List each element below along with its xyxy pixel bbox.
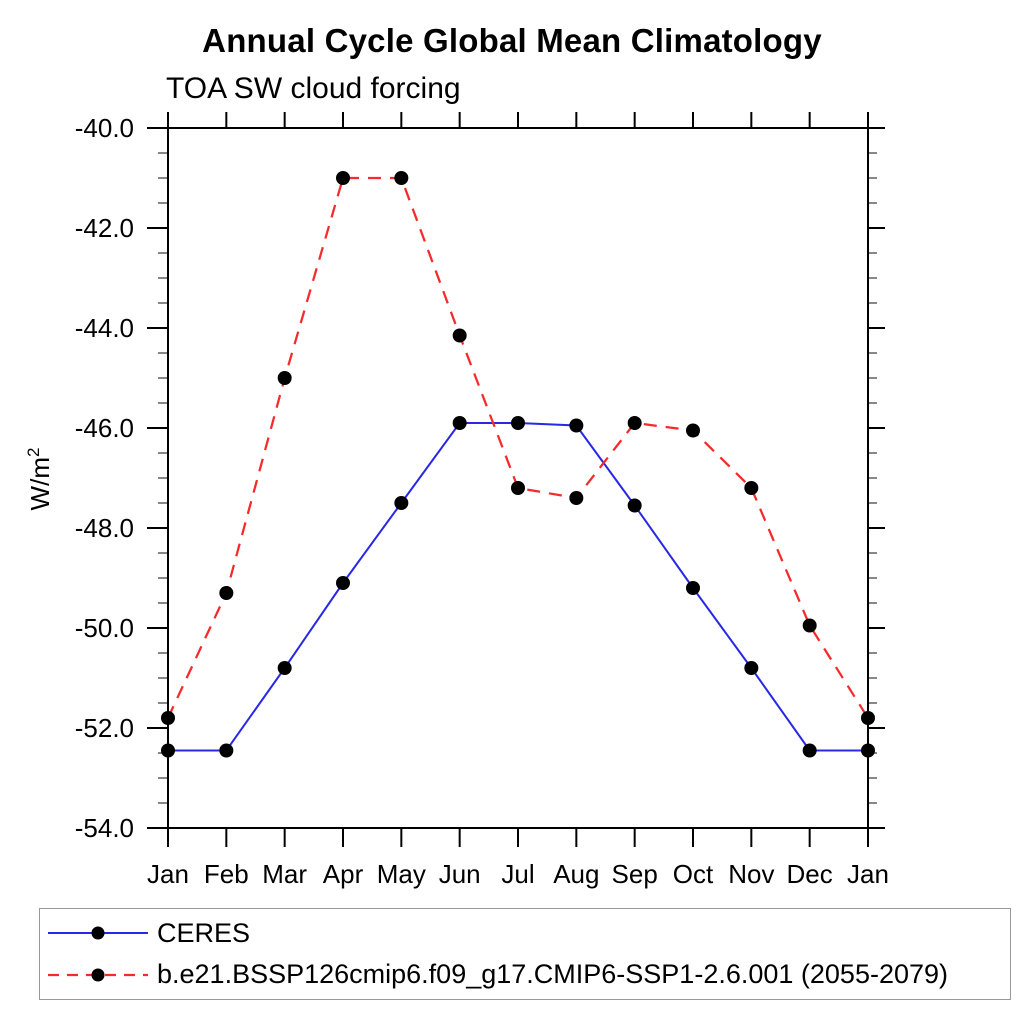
plot-frame — [167, 127, 869, 829]
y-axis-tick-label: -50.0 — [75, 613, 134, 643]
data-point-marker-ceres — [686, 581, 700, 595]
data-point-marker-model — [452, 328, 467, 343]
series-line-model — [166, 176, 869, 719]
legend-item-ceres: CERES — [46, 916, 1010, 950]
x-axis-tick-label: Feb — [204, 859, 249, 889]
x-axis-tick-label: Nov — [728, 859, 774, 889]
data-point-marker-ceres — [861, 743, 875, 758]
data-point-marker-ceres — [744, 661, 759, 675]
chart-title: Annual Cycle Global Mean Climatology — [202, 22, 822, 59]
legend-label-model: b.e21.BSSP126cmip6.f09_g17.CMIP6-SSP1-2.… — [157, 959, 949, 990]
x-axis-tick-label: Mar — [262, 859, 307, 889]
data-point-marker-model — [861, 711, 875, 725]
x-axis-tick-label: Jan — [847, 859, 889, 889]
chart-legend: CERES b.e21.BSSP126cmip6.f09_g17.CMIP6-S… — [39, 908, 1011, 1000]
data-point-marker-model — [627, 416, 642, 430]
y-axis-tick-label: -54.0 — [75, 813, 134, 843]
legend-label-ceres: CERES — [157, 917, 251, 948]
data-point-marker-ceres — [277, 661, 292, 675]
data-point-marker-model — [161, 711, 175, 725]
x-axis-tick-label: Jun — [439, 859, 481, 889]
x-axis-tick-label: Apr — [323, 859, 364, 889]
x-axis-tick-label: Dec — [787, 859, 833, 889]
data-point-marker-ceres — [394, 496, 409, 510]
y-axis-tick-label: -44.0 — [75, 313, 134, 343]
series-line-ceres — [168, 422, 868, 752]
x-axis-tick-label: May — [377, 859, 426, 889]
data-point-marker-ceres — [802, 743, 817, 758]
data-point-marker-model — [336, 171, 350, 185]
legend-line-sample-model — [48, 968, 148, 982]
data-point-marker-model — [744, 481, 759, 495]
data-point-marker-ceres — [336, 576, 350, 590]
x-axis-tick-label: Sep — [612, 859, 658, 889]
data-point-marker-model — [569, 491, 584, 505]
data-point-marker-model — [802, 618, 817, 633]
x-axis-tick-label: Jan — [147, 859, 189, 889]
data-point-marker-model — [277, 371, 292, 385]
data-point-marker-ceres — [627, 498, 642, 513]
data-point-marker-model — [394, 171, 409, 185]
x-axis-tick-label: Aug — [553, 859, 599, 889]
data-point-marker-ceres — [219, 743, 234, 758]
y-axis-tick-label: -42.0 — [75, 213, 134, 243]
data-point-marker-model — [219, 586, 234, 600]
data-point-marker-model — [686, 423, 700, 438]
legend-line-sample-ceres — [48, 926, 148, 940]
data-point-marker-ceres — [569, 418, 584, 433]
legend-item-model: b.e21.BSSP126cmip6.f09_g17.CMIP6-SSP1-2.… — [46, 958, 1010, 992]
data-point-marker-model — [511, 481, 525, 495]
x-axis-tick-label: Jul — [501, 859, 534, 889]
y-axis-tick-label: -52.0 — [75, 713, 134, 743]
y-axis-tick-label: -40.0 — [75, 113, 134, 143]
chart-subtitle: TOA SW cloud forcing — [166, 72, 461, 105]
data-point-marker-ceres — [511, 416, 525, 430]
y-axis-tick-label: -46.0 — [75, 413, 134, 443]
x-axis-tick-label: Oct — [673, 859, 714, 889]
y-axis-tick-label: -48.0 — [75, 513, 134, 543]
data-point-marker-ceres — [452, 416, 467, 430]
data-point-marker-ceres — [161, 743, 175, 758]
